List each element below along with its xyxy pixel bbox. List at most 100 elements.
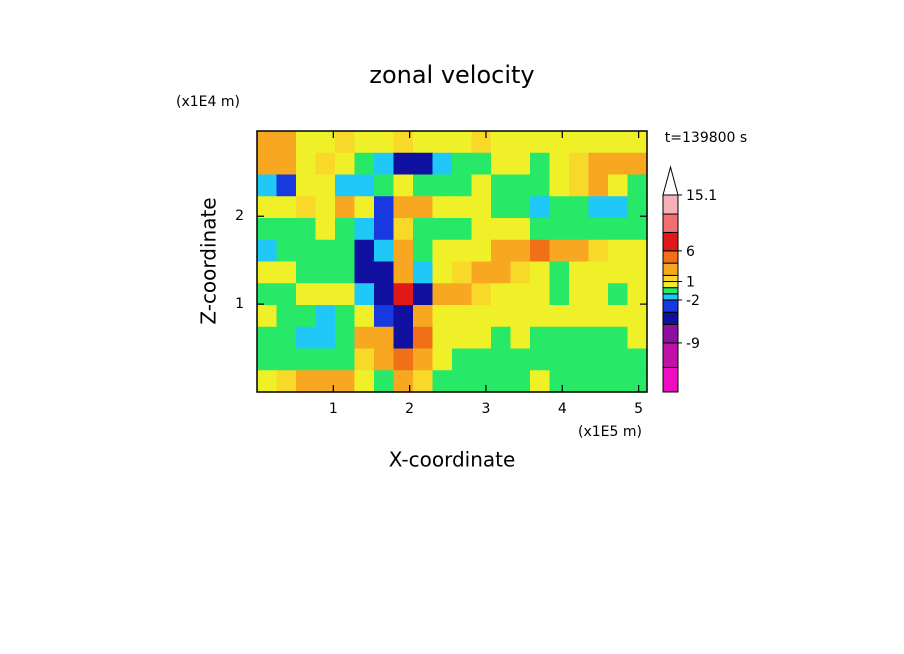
field-cell: [413, 261, 434, 284]
field-cell: [510, 152, 531, 176]
field: [257, 131, 648, 393]
field-cell: [452, 370, 473, 393]
field-cell: [276, 326, 297, 350]
field-cell: [471, 174, 492, 197]
field-cell: [393, 305, 414, 328]
field-cell: [335, 239, 356, 263]
field-cell: [588, 348, 609, 371]
field-cell: [471, 370, 492, 393]
field-cell: [627, 261, 648, 284]
field-cell: [354, 239, 375, 263]
field-cell: [452, 152, 473, 176]
colorbar-segment: [662, 194, 679, 215]
field-cell: [530, 174, 551, 197]
field-cell: [393, 370, 414, 393]
field-cell: [608, 326, 629, 350]
field-cell: [276, 218, 297, 241]
colorbar-tick-label: 6: [686, 244, 695, 260]
field-cell: [315, 131, 336, 154]
field-cell: [471, 261, 492, 284]
field-cell: [627, 305, 648, 328]
field-cell: [569, 131, 590, 154]
field-cell: [530, 348, 551, 371]
field-cell: [374, 370, 395, 393]
field-cell: [413, 326, 434, 350]
field-cell: [374, 326, 395, 350]
field-cell: [549, 326, 570, 350]
field-cell: [296, 131, 317, 154]
field-cell: [257, 348, 278, 371]
field-cell: [608, 174, 629, 197]
field-cell: [296, 326, 317, 350]
field-cell: [530, 131, 551, 154]
field-cell: [491, 305, 512, 328]
field-cell: [471, 283, 492, 306]
field-cell: [510, 370, 531, 393]
field-cell: [276, 305, 297, 328]
colorbar-segment: [662, 293, 679, 301]
field-cell: [491, 261, 512, 284]
field-cell: [569, 174, 590, 197]
field-cell: [413, 152, 434, 176]
field-cell: [354, 283, 375, 306]
field-cell: [510, 326, 531, 350]
colorbar-segment: [662, 281, 679, 289]
field-cell: [335, 348, 356, 371]
field-cell: [257, 370, 278, 393]
field-cell: [413, 174, 434, 197]
field-cell: [608, 370, 629, 393]
field-cell: [315, 239, 336, 263]
field-cell: [588, 326, 609, 350]
field-cell: [276, 348, 297, 371]
colorbar-segment: [662, 299, 679, 313]
field-cell: [588, 131, 609, 154]
field-cell: [432, 348, 453, 371]
field-cell: [588, 196, 609, 219]
y-axis-label: Z-coordinate: [197, 197, 221, 324]
field-cell: [452, 305, 473, 328]
colorbar-segment: [662, 287, 679, 295]
field-cell: [588, 283, 609, 306]
field-cell: [530, 152, 551, 176]
field-cell: [549, 152, 570, 176]
field-cell: [296, 196, 317, 219]
field-cell: [432, 283, 453, 306]
field-cell: [432, 131, 453, 154]
field-cell: [510, 174, 531, 197]
y-tick-label: 1: [235, 296, 244, 312]
field-cell: [257, 131, 278, 154]
field-cell: [608, 305, 629, 328]
field-cell: [296, 305, 317, 328]
field-cell: [432, 370, 453, 393]
field-cell: [413, 131, 434, 154]
field-cell: [393, 239, 414, 263]
colorbar-segment: [662, 274, 679, 283]
field-cell: [335, 326, 356, 350]
field-cell: [315, 152, 336, 176]
field-cell: [588, 305, 609, 328]
field-cell: [296, 218, 317, 241]
field-cell: [627, 326, 648, 350]
field-cell: [530, 261, 551, 284]
field-cell: [354, 305, 375, 328]
field-cell: [413, 348, 434, 371]
field-cell: [491, 152, 512, 176]
field-cell: [354, 196, 375, 219]
field-cell: [471, 152, 492, 176]
field-cell: [549, 196, 570, 219]
field-cell: [530, 326, 551, 350]
field-cell: [413, 239, 434, 263]
field-cell: [393, 131, 414, 154]
field-cell: [335, 261, 356, 284]
colorbar-tick-label: -2: [686, 293, 700, 309]
field-cell: [471, 326, 492, 350]
field-cell: [296, 174, 317, 197]
field-cell: [335, 196, 356, 219]
field-cell: [432, 239, 453, 263]
field-cell: [374, 218, 395, 241]
field-cell: [315, 174, 336, 197]
field-cell: [315, 326, 336, 350]
field-cell: [257, 174, 278, 197]
x-tick-label: 5: [634, 401, 643, 417]
field-cell: [432, 196, 453, 219]
